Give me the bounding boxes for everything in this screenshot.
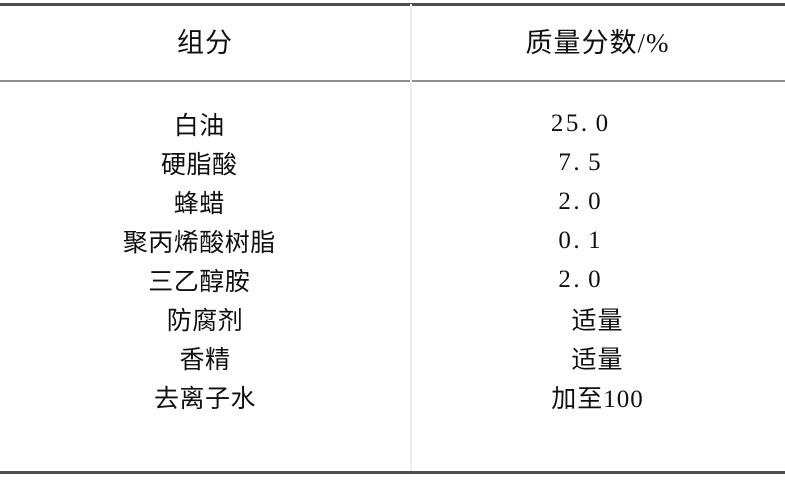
table-row: 三乙醇胺 2. 0: [0, 260, 785, 299]
table-header-row: 组分 质量分数/%: [0, 6, 785, 80]
table-top-rule: [0, 3, 785, 6]
column-header-component: 组分: [0, 6, 410, 80]
cell-mass-fraction: 适量: [571, 307, 624, 335]
cell-component: 蜂蜡: [173, 190, 225, 218]
cell-component: 聚丙烯酸树脂: [122, 229, 276, 257]
cell-component: 三乙醇胺: [148, 268, 251, 296]
cell-component: 硬脂酸: [161, 151, 238, 179]
cell-mass-fraction: 0. 1: [558, 226, 604, 254]
table-row: 白油 25. 0: [0, 104, 785, 143]
cell-component: 白油: [173, 112, 225, 140]
cell-component: 香精: [179, 346, 231, 374]
table-row: 聚丙烯酸树脂 0. 1: [0, 221, 785, 260]
table-row: 去离子水 加至100: [0, 377, 785, 416]
table-row: 硬脂酸 7. 5: [0, 143, 785, 182]
table-row: 防腐剂 适量: [0, 299, 785, 338]
table-row: 香精 适量: [0, 338, 785, 377]
column-divider: [410, 4, 412, 472]
cell-mass-fraction: 加至100: [551, 385, 644, 413]
cell-component: 去离子水: [153, 385, 256, 413]
column-header-mass-fraction: 质量分数/%: [410, 6, 785, 80]
table-body: 白油 25. 0 硬脂酸 7. 5 蜂蜡 2. 0 聚丙烯酸树脂 0. 1 三乙醇胺 2. 0 防腐剂 适量 香精…: [0, 104, 785, 416]
cell-mass-fraction: 25. 0: [550, 109, 611, 137]
cell-component: 防腐剂: [166, 307, 244, 335]
table-header-rule: [0, 80, 785, 82]
cell-mass-fraction: 2. 0: [558, 265, 604, 293]
cell-mass-fraction: 2. 0: [558, 187, 604, 215]
table-bottom-rule: [0, 471, 785, 474]
table-row: 蜂蜡 2. 0: [0, 182, 785, 221]
cell-mass-fraction: 适量: [571, 346, 624, 374]
column-header-mass-fraction-label: 质量分数/%: [525, 27, 670, 58]
column-header-component-label: 组分: [177, 27, 233, 58]
cell-mass-fraction: 7. 5: [558, 148, 604, 176]
